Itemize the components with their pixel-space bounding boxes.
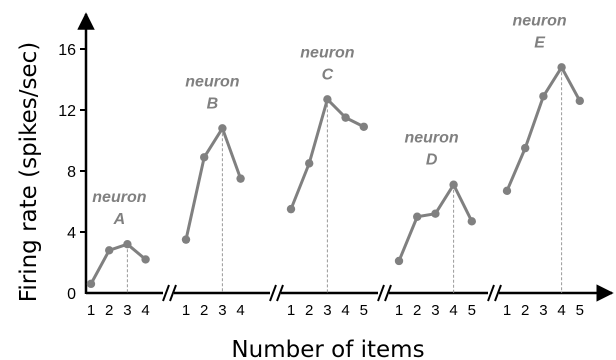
- series-line: [89, 242, 147, 285]
- x-tick-label: 3: [218, 302, 226, 319]
- x-tick-label: 4: [557, 302, 565, 319]
- data-point: [86, 279, 96, 289]
- x-tick-label: 3: [123, 302, 131, 319]
- data-point: [539, 92, 548, 101]
- axis-break-mark: [494, 284, 502, 302]
- y-tick-label: 16: [58, 42, 76, 59]
- data-point: [218, 124, 227, 133]
- x-tick-label: 2: [200, 302, 208, 319]
- axis-break-mark: [162, 284, 170, 302]
- x-tick-label: 5: [468, 302, 476, 319]
- x-tick-label: 3: [323, 302, 331, 319]
- x-tick-label: 1: [503, 302, 511, 319]
- neuron-label-word: neuron: [404, 130, 458, 147]
- axis-break-mark: [169, 284, 177, 302]
- series-line: [184, 126, 243, 240]
- x-tick-label: 1: [87, 302, 95, 319]
- x-tick-label: 5: [576, 302, 584, 319]
- data-point: [141, 255, 150, 264]
- x-tick-label: 4: [341, 302, 349, 319]
- data-point: [359, 122, 368, 131]
- neuron-label-letter: E: [534, 34, 546, 51]
- neuron-series-b: 1 2 3 4 neuron B: [181, 73, 245, 319]
- data-point: [449, 180, 458, 189]
- data-point: [502, 186, 512, 196]
- neuron-label-word: neuron: [185, 73, 239, 90]
- neuron-label-letter: C: [322, 66, 334, 83]
- data-point: [575, 96, 584, 106]
- axes: 0 4 8 12 16: [58, 12, 614, 303]
- x-tick-label: 3: [539, 302, 547, 319]
- data-point: [394, 256, 404, 266]
- neuron-label-word: neuron: [512, 12, 566, 29]
- x-axis-title: Number of items: [231, 337, 424, 360]
- data-point: [181, 235, 191, 244]
- x-tick-label: 4: [449, 302, 457, 319]
- data-point: [557, 63, 566, 72]
- y-tick-label: 0: [67, 286, 76, 303]
- data-point: [200, 153, 209, 162]
- x-tick-label: 2: [305, 302, 313, 319]
- neuron-series-a: 1 2 3 4 neuron A: [86, 189, 150, 319]
- neuron-label-letter: A: [113, 211, 126, 228]
- axis-break-mark: [276, 284, 284, 302]
- x-tick-label: 1: [287, 302, 295, 319]
- neuron-label-letter: B: [207, 95, 219, 112]
- axis-break-mark: [384, 284, 392, 302]
- x-tick-label: 5: [360, 302, 368, 319]
- y-axis-title: Firing rate (spikes/sec): [16, 42, 42, 302]
- x-tick-label: 4: [141, 302, 149, 319]
- series-line: [505, 65, 582, 192]
- data-point: [323, 95, 332, 104]
- axis-break-mark: [487, 284, 495, 302]
- series-line: [397, 183, 474, 262]
- y-tick-label: 8: [67, 164, 76, 181]
- x-tick-label: 2: [105, 302, 113, 319]
- neuron-series-c: 1 2 3 4 5 neuron C: [286, 44, 368, 319]
- neuron-label-letter: D: [426, 152, 438, 169]
- neuron-label-word: neuron: [300, 44, 354, 61]
- x-tick-label: 1: [395, 302, 403, 319]
- data-point: [413, 212, 422, 221]
- data-point: [236, 174, 245, 183]
- data-point: [305, 159, 314, 168]
- neuron-label-word: neuron: [92, 189, 146, 206]
- y-tick-label: 12: [58, 103, 76, 120]
- neuron-series-d: 1 2 3 4 5 neuron D: [394, 130, 476, 319]
- data-point: [105, 246, 114, 255]
- axis-break-mark: [377, 284, 385, 302]
- x-tick-label: 2: [521, 302, 529, 319]
- x-tick-label: 1: [182, 302, 190, 319]
- neuron-series-e: 1 2 3 4 5 neuron E: [502, 12, 584, 319]
- axis-break-mark: [269, 284, 277, 302]
- data-point: [286, 204, 296, 214]
- data-point: [341, 113, 350, 122]
- y-tick-label: 4: [67, 225, 76, 242]
- data-point: [431, 209, 440, 218]
- data-point: [123, 240, 132, 249]
- data-point: [467, 217, 476, 226]
- x-tick-label: 3: [431, 302, 439, 319]
- data-point: [521, 143, 530, 153]
- x-tick-label: 2: [413, 302, 421, 319]
- x-tick-label: 4: [236, 302, 244, 319]
